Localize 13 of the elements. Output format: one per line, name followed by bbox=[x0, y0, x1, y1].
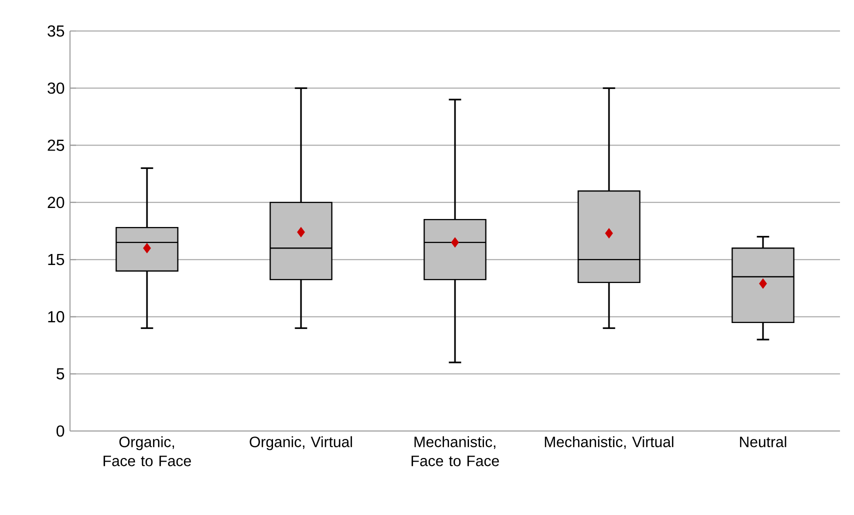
x-tick-label: Mechanistic, Virtual bbox=[544, 436, 674, 449]
y-tick-label: 25 bbox=[48, 140, 64, 151]
x-tick-label: Neutral bbox=[740, 436, 786, 448]
y-tick-label: 10 bbox=[48, 311, 64, 322]
y-tick-label: 20 bbox=[48, 196, 64, 208]
y-tick-label: 15 bbox=[48, 254, 64, 266]
x-tick-label: Organic, Face to Face bbox=[104, 436, 191, 466]
x-tick-label: Organic, Virtual bbox=[250, 436, 352, 450]
y-tick-label: 30 bbox=[48, 82, 64, 94]
x-tick-label: Mechanistic, Face to Face bbox=[412, 436, 499, 466]
y-tick-label: 35 bbox=[48, 25, 64, 37]
y-tick-label: 5 bbox=[56, 368, 64, 380]
y-tick-label: 0 bbox=[56, 425, 64, 437]
